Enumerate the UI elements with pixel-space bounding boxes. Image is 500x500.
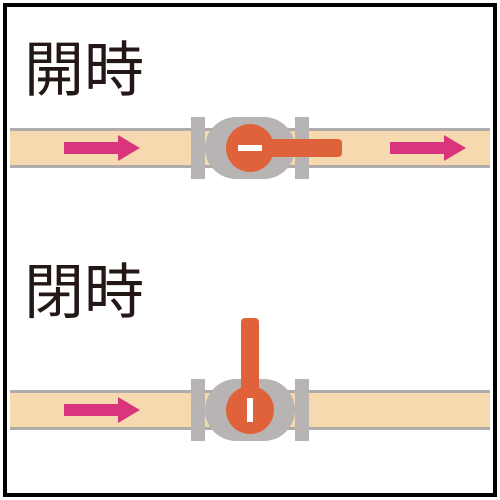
valve-closed-center <box>226 386 274 434</box>
arrow-open-in <box>64 135 140 161</box>
valve-open-collar-left <box>191 117 205 179</box>
valve-closed-slot <box>247 398 253 422</box>
valve-open-center <box>226 124 274 172</box>
valve-open-slot <box>238 145 262 151</box>
arrow-open-out <box>390 135 466 161</box>
valve-closed-collar-right <box>295 379 309 441</box>
label-open: 開時 <box>24 22 144 109</box>
valve-closed-collar-left <box>191 379 205 441</box>
label-close: 閉時 <box>24 244 144 331</box>
arrow-closed-in <box>64 397 140 423</box>
